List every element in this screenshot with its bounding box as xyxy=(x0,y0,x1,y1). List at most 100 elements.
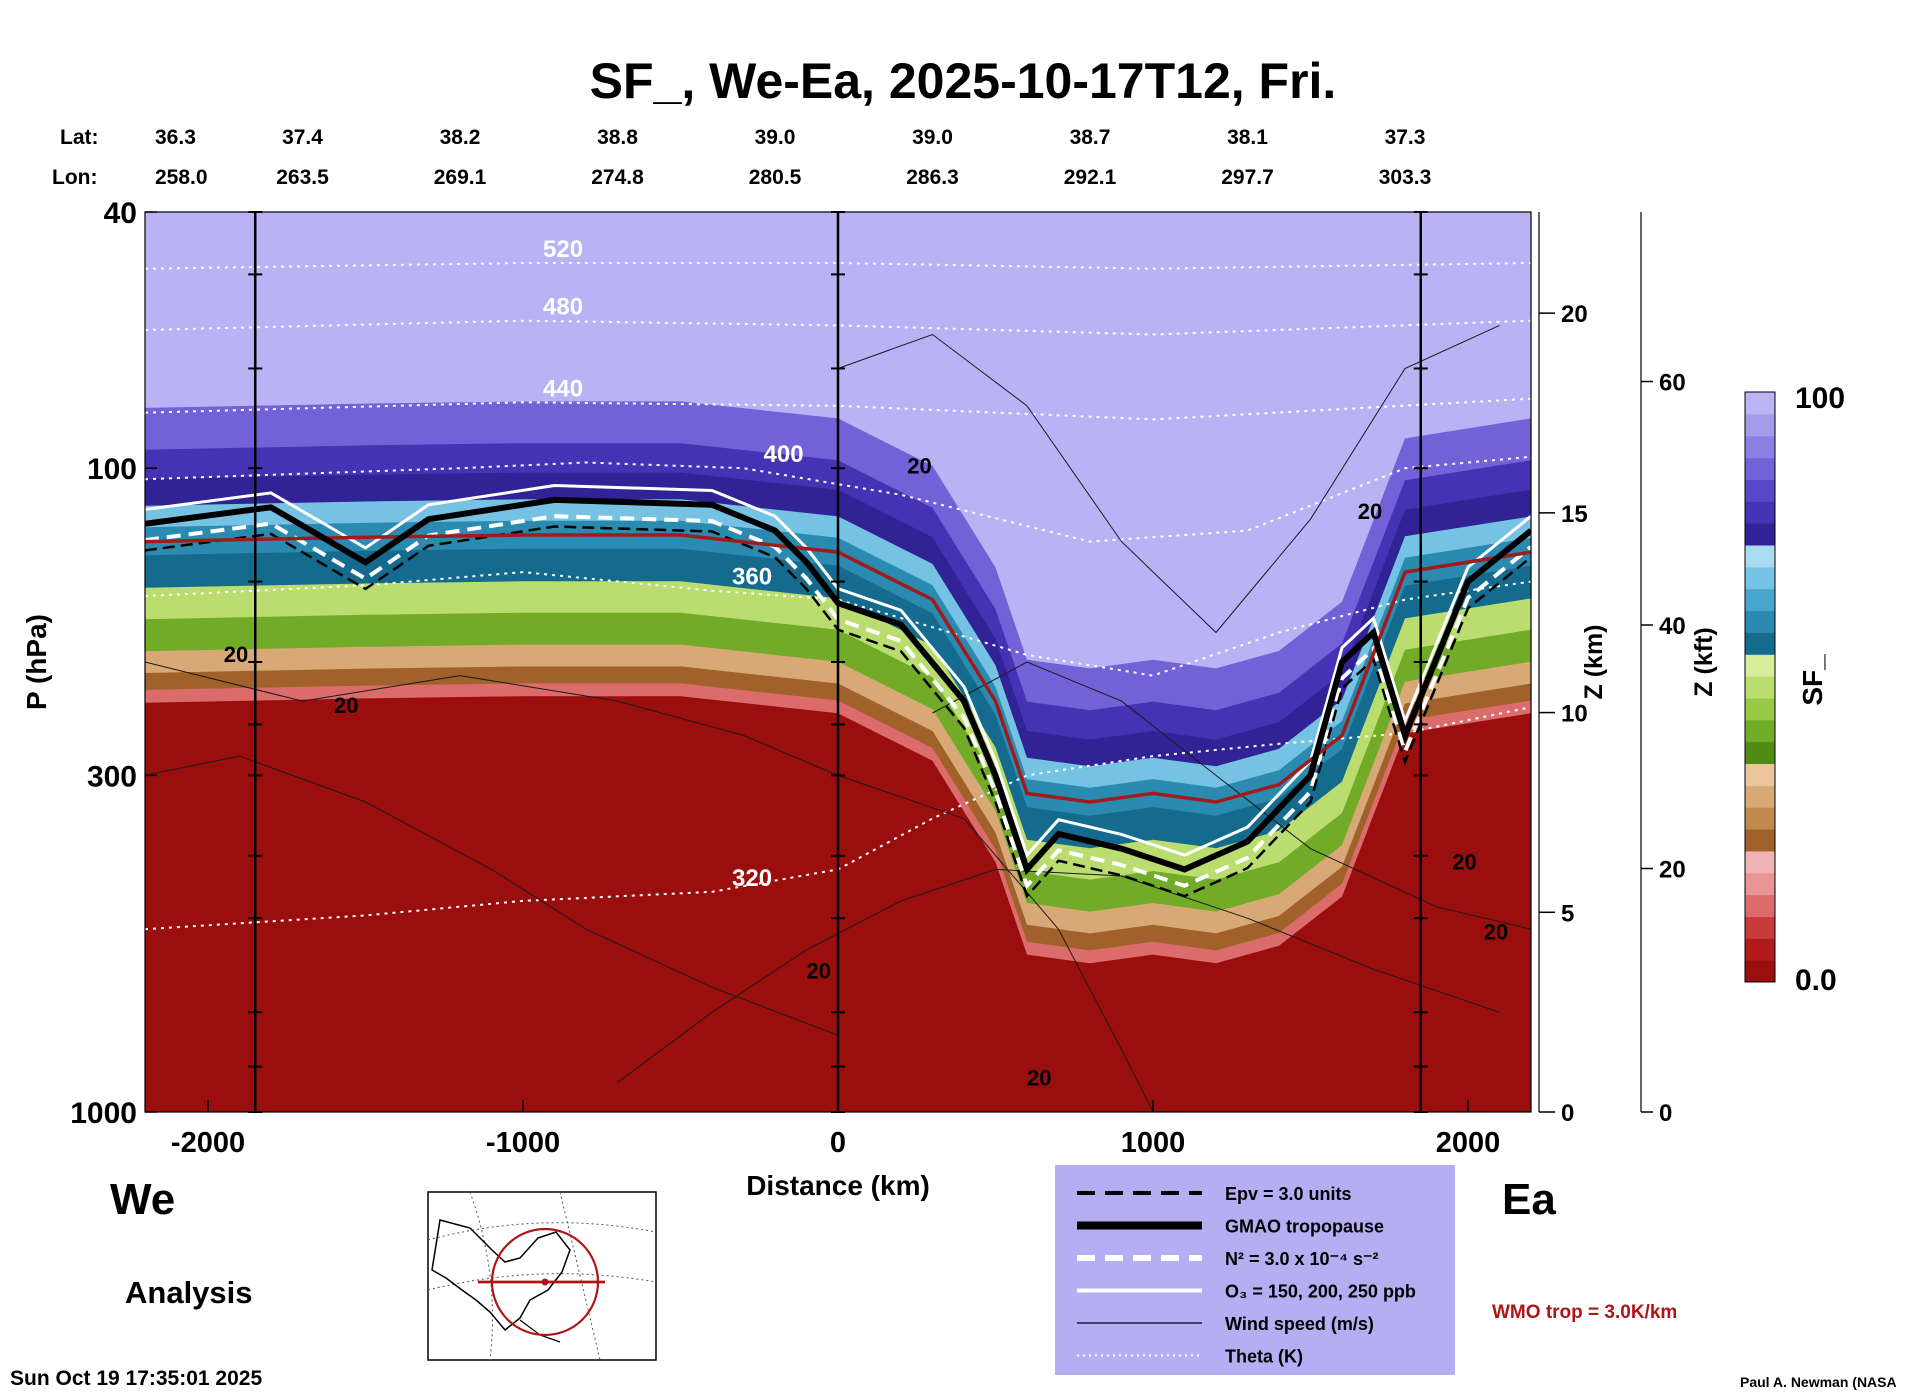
theta-contours xyxy=(145,262,1531,931)
gmao-tropopause-line xyxy=(145,496,1531,876)
z-km-tick-label: 20 xyxy=(1561,301,1588,328)
colorbar-swatch xyxy=(1745,829,1775,852)
epv-line xyxy=(145,525,1531,899)
z-km-tick-label: 10 xyxy=(1561,701,1588,728)
z-km-tick-label: 15 xyxy=(1561,501,1588,528)
theta-contour-line xyxy=(145,571,1531,677)
colorbar-swatch xyxy=(1745,435,1775,459)
colorbar-swatch xyxy=(1745,850,1775,874)
theta-labels: 320 360 400 440 480 520 xyxy=(543,236,804,892)
colorbar-swatch xyxy=(1745,501,1775,524)
colorbar-swatch xyxy=(1745,545,1775,568)
theta-label: 360 xyxy=(732,564,772,591)
wind-label: 20 xyxy=(1027,1066,1051,1091)
y-axis: 40 100 300 1000 xyxy=(70,197,157,1130)
chart-title: SF_, We-Ea, 2025-10-17T12, Fri. xyxy=(590,53,1337,109)
colorbar-swatch xyxy=(1745,566,1775,590)
vertical-markers xyxy=(248,211,1428,1113)
z-kft-axis: 0 20 40 60 xyxy=(1640,212,1686,1127)
z-kft-label: Z (kft) xyxy=(1690,627,1718,696)
lat-label: 38.1 xyxy=(1227,126,1268,149)
colorbar-swatch xyxy=(1745,719,1775,743)
inset-map xyxy=(427,1191,657,1361)
wind-contour-line xyxy=(617,868,1500,1083)
timestamp: Sun Oct 19 17:35:01 2025 xyxy=(10,1367,262,1390)
z-kft-tick-label: 0 xyxy=(1659,1100,1672,1127)
z-kft-tick-label: 20 xyxy=(1659,857,1686,884)
credit: Paul A. Newman (NASA xyxy=(1740,1374,1897,1390)
lat-label: 36.3 xyxy=(155,126,196,149)
lat-label: 37.4 xyxy=(282,126,323,149)
colorbar-swatch xyxy=(1745,916,1775,939)
colorbar-frame xyxy=(1744,391,1776,983)
colorbar-swatch xyxy=(1745,676,1775,699)
x-tick-label: 0 xyxy=(830,1127,846,1159)
wind-label: 20 xyxy=(1452,849,1476,874)
west-label: We xyxy=(110,1175,175,1224)
tropopause-lines xyxy=(145,483,1531,899)
colorbar-swatch xyxy=(1745,938,1775,961)
y-tick-label: 1000 xyxy=(70,1097,137,1130)
lon-label: 263.5 xyxy=(276,166,329,189)
lat-header: Lat: xyxy=(60,126,99,149)
legend-label: N² = 3.0 x 10⁻⁴ s⁻² xyxy=(1225,1249,1378,1269)
lon-label: 297.7 xyxy=(1221,166,1274,189)
lat-label: 37.3 xyxy=(1385,126,1426,149)
colorbar-swatch xyxy=(1745,697,1775,721)
theta-label: 400 xyxy=(764,441,804,468)
z-km-tick-label: 0 xyxy=(1561,1100,1574,1127)
colorbar-swatch xyxy=(1745,807,1775,830)
inset-coastline xyxy=(431,1219,571,1332)
lon-label: 258.0 xyxy=(155,166,208,189)
lon-label: 280.5 xyxy=(749,166,802,189)
y-tick-label: 100 xyxy=(87,453,137,486)
lon-header: Lon: xyxy=(52,166,97,189)
colorbar-max-label: 100 xyxy=(1795,382,1845,415)
colorbar-swatch xyxy=(1745,785,1775,808)
colorbar-swatch xyxy=(1745,632,1775,655)
theta-label: 480 xyxy=(543,294,583,321)
x-axis: -2000 -1000 0 1000 2000 xyxy=(171,1100,1500,1159)
colorbar-swatch xyxy=(1745,457,1775,480)
z-kft-tick-label: 60 xyxy=(1659,370,1686,397)
colorbar-swatch xyxy=(1745,479,1775,502)
colorbar-swatch xyxy=(1745,872,1775,896)
lat-label: 39.0 xyxy=(912,126,953,149)
lon-label: 269.1 xyxy=(434,166,487,189)
wind-label: 20 xyxy=(907,454,931,479)
colorbar-swatch xyxy=(1745,588,1775,612)
x-tick-label: -1000 xyxy=(486,1127,560,1159)
z-km-tick-label: 5 xyxy=(1561,900,1574,927)
lat-label: 38.2 xyxy=(440,126,481,149)
lat-lon-labels: 36.3 258.0 37.4 263.5 38.2 269.1 38.8 274.8 39.0… xyxy=(155,126,1431,189)
lat-label: 39.0 xyxy=(755,126,796,149)
wind-contour-line xyxy=(145,755,839,1036)
wind-label: 20 xyxy=(224,642,248,667)
wind-speed-contours xyxy=(145,324,1531,1112)
y-axis-label: P (hPa) xyxy=(21,614,52,710)
colorbar-swatch xyxy=(1745,392,1775,415)
legend-label: O₃ = 150, 200, 250 ppb xyxy=(1225,1282,1416,1302)
theta-contour-line xyxy=(145,455,1531,543)
lon-label: 274.8 xyxy=(591,166,644,189)
wind-contour-line xyxy=(145,661,1154,1112)
x-tick-label: 2000 xyxy=(1436,1127,1501,1159)
x-tick-label: -2000 xyxy=(171,1127,245,1159)
lon-label: 292.1 xyxy=(1064,166,1117,189)
n2-line xyxy=(145,514,1531,890)
wind-label: 20 xyxy=(1484,920,1508,945)
wind-label: 20 xyxy=(334,693,358,718)
colorbar-swatch xyxy=(1745,523,1775,546)
z-kft-tick-label: 40 xyxy=(1659,613,1686,640)
x-axis-label: Distance (km) xyxy=(746,1170,930,1201)
colorbar-swatch xyxy=(1745,960,1775,983)
legend-label: Epv = 3.0 units xyxy=(1225,1184,1352,1204)
wmo-trop-note: WMO trop = 3.0K/km xyxy=(1492,1302,1677,1323)
legend-box xyxy=(1055,1165,1455,1375)
ozone-line xyxy=(145,483,1531,859)
theta-label: 520 xyxy=(543,236,583,263)
colorbar xyxy=(1744,391,1776,983)
colorbar-swatch xyxy=(1745,741,1775,764)
colorbar-title: SF_ xyxy=(1797,654,1828,706)
